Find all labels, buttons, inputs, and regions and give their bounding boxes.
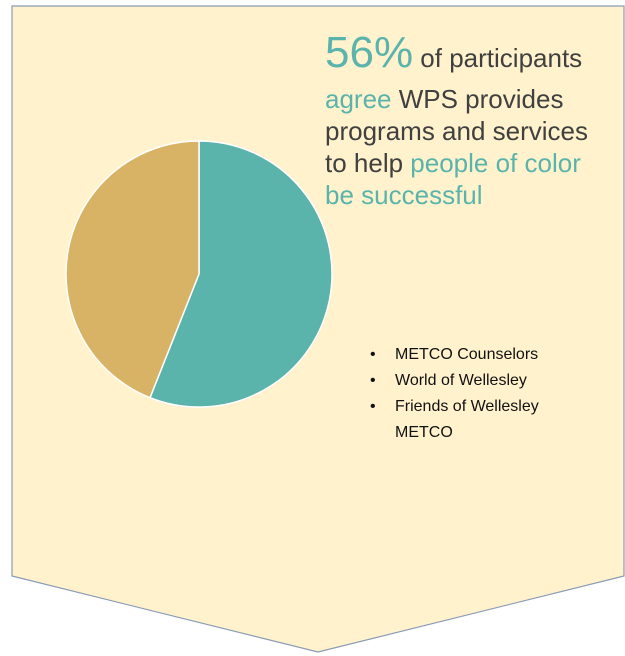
headline-segment: WPS provides <box>392 84 564 114</box>
headline-segment: agree <box>325 84 392 114</box>
headline-line: to help people of color <box>325 148 581 178</box>
headline-segment: of participants <box>413 43 582 73</box>
program-item: Friends of Wellesley METCO <box>370 394 585 446</box>
pie <box>65 140 333 408</box>
headline-segment: people of color <box>410 148 581 178</box>
headline-line: agree WPS provides <box>325 84 563 114</box>
pie-slice <box>149 140 333 408</box>
program-item: World of Wellesley <box>370 368 585 394</box>
headline: 56% of participants agree WPS providespro… <box>325 28 588 210</box>
headline-line: programs and services <box>325 116 588 146</box>
headline-segment: programs and services <box>325 116 588 146</box>
program-list: METCO CounselorsWorld of WellesleyFriend… <box>370 342 585 446</box>
headline-line: 56% of participants <box>325 28 582 77</box>
headline-segment: to help <box>325 148 410 178</box>
program-item: METCO Counselors <box>370 342 585 368</box>
headline-line: be successful <box>325 180 483 210</box>
headline-segment: 56% <box>325 28 413 77</box>
pie-slice <box>65 140 200 399</box>
headline-segment: be successful <box>325 180 483 210</box>
